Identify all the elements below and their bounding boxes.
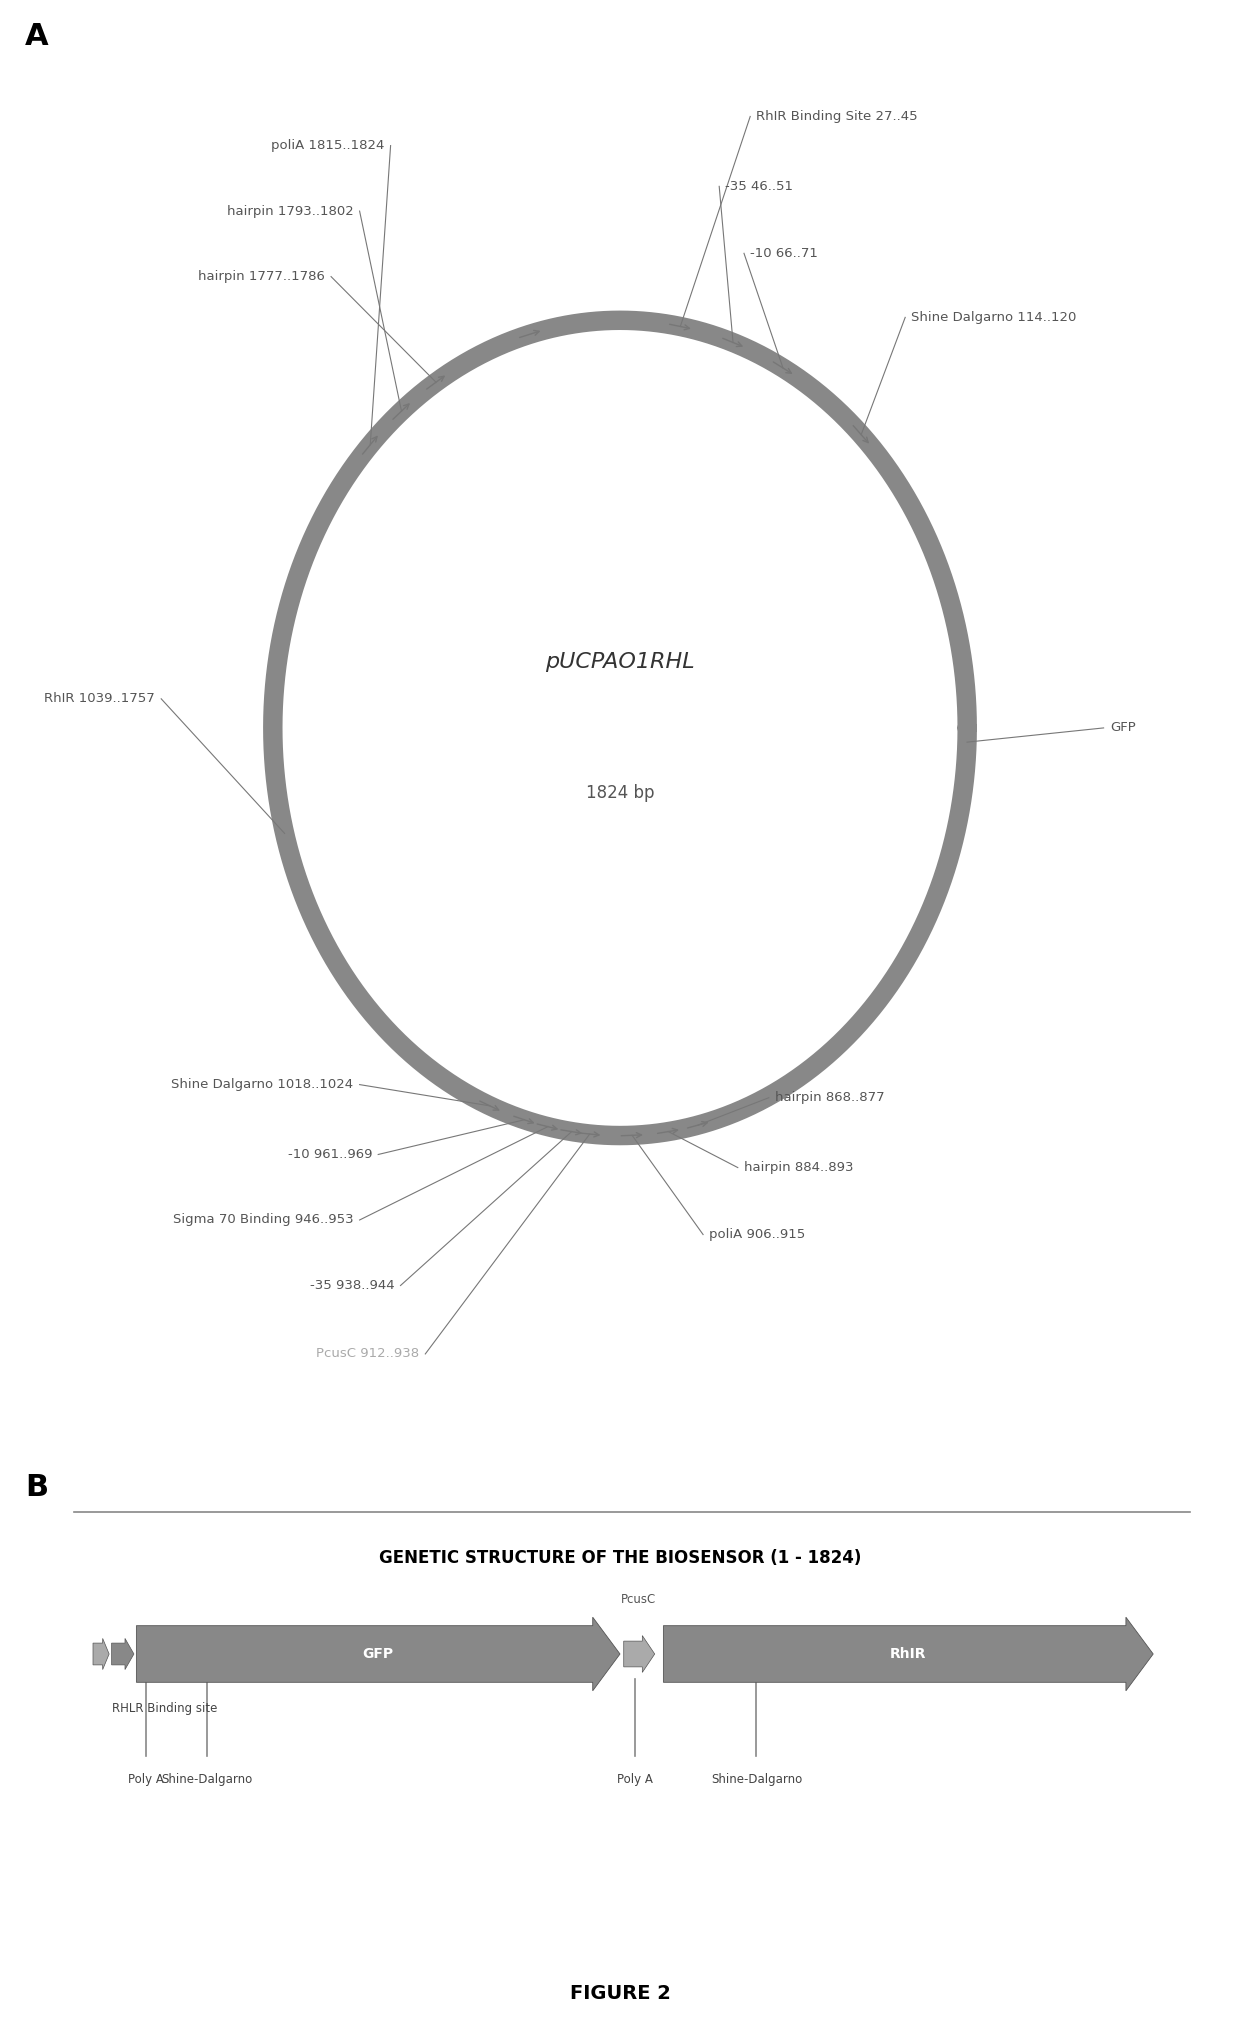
Text: GFP: GFP <box>362 1648 394 1660</box>
Text: Sigma 70 Binding 946..953: Sigma 70 Binding 946..953 <box>172 1213 353 1227</box>
Text: hairpin 1777..1786: hairpin 1777..1786 <box>198 271 325 283</box>
Text: hairpin 884..893: hairpin 884..893 <box>744 1161 853 1175</box>
FancyArrow shape <box>663 1618 1153 1690</box>
FancyArrow shape <box>112 1638 134 1670</box>
Text: poliA 1815..1824: poliA 1815..1824 <box>272 140 384 152</box>
FancyArrow shape <box>624 1636 655 1672</box>
Text: -35 46..51: -35 46..51 <box>725 180 794 192</box>
Text: RHLR Binding site: RHLR Binding site <box>112 1703 217 1715</box>
Text: Shine-Dalgarno: Shine-Dalgarno <box>161 1773 253 1785</box>
Text: -35 938..944: -35 938..944 <box>310 1280 394 1292</box>
Text: PcusC: PcusC <box>621 1593 656 1605</box>
Text: poliA 906..915: poliA 906..915 <box>709 1227 806 1242</box>
Text: -10 961..969: -10 961..969 <box>288 1148 372 1161</box>
Text: RhIR Binding Site 27..45: RhIR Binding Site 27..45 <box>756 109 918 123</box>
Text: A: A <box>25 22 48 51</box>
Text: 1824 bp: 1824 bp <box>585 785 655 803</box>
Text: Shine Dalgarno 114..120: Shine Dalgarno 114..120 <box>911 311 1076 324</box>
Text: Poly A: Poly A <box>618 1773 652 1785</box>
Text: Poly A: Poly A <box>129 1773 164 1785</box>
Text: PcusC 912..938: PcusC 912..938 <box>316 1347 419 1361</box>
Text: pUCPAO1RHL: pUCPAO1RHL <box>546 653 694 673</box>
Text: FIGURE 2: FIGURE 2 <box>569 1984 671 2004</box>
Text: RhIR: RhIR <box>890 1648 926 1660</box>
Text: hairpin 1793..1802: hairpin 1793..1802 <box>227 204 353 218</box>
FancyArrow shape <box>93 1638 109 1670</box>
Text: RhIR 1039..1757: RhIR 1039..1757 <box>45 692 155 706</box>
Text: GFP: GFP <box>1110 722 1136 734</box>
Text: GENETIC STRUCTURE OF THE BIOSENSOR (1 - 1824): GENETIC STRUCTURE OF THE BIOSENSOR (1 - … <box>378 1549 862 1567</box>
Text: Shine Dalgarno 1018..1024: Shine Dalgarno 1018..1024 <box>171 1078 353 1092</box>
Text: hairpin 868..877: hairpin 868..877 <box>775 1092 884 1104</box>
Text: B: B <box>25 1472 48 1502</box>
Text: Shine-Dalgarno: Shine-Dalgarno <box>711 1773 802 1785</box>
FancyArrow shape <box>136 1618 620 1690</box>
Text: -10 66..71: -10 66..71 <box>750 247 818 259</box>
